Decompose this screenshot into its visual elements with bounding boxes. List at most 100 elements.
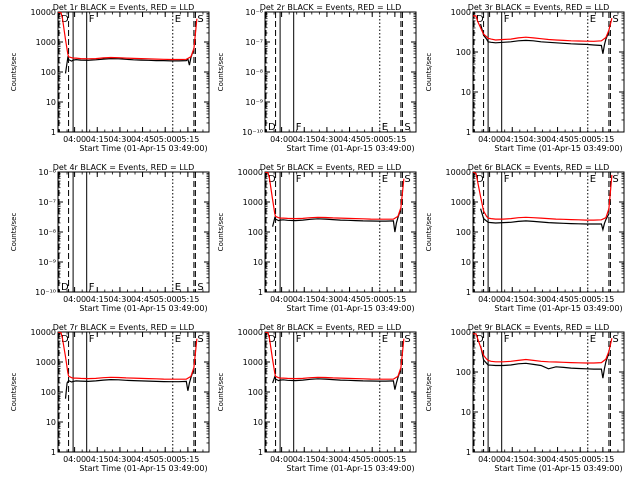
panel-title: Det 5r BLACK = Events, RED = LLD: [260, 163, 402, 172]
event-marker-label: F: [296, 174, 302, 185]
event-marker-label: S: [612, 174, 618, 185]
lld-series-line: [473, 172, 613, 221]
lld-series-line: [473, 333, 613, 364]
x-tick-label: 04:30: [523, 295, 546, 304]
x-tick-label: 05:15: [176, 295, 199, 304]
x-tick-label: 04:15: [86, 455, 109, 464]
y-tick-label: 100: [456, 368, 471, 377]
y-tick-label: 10: [253, 258, 263, 267]
y-tick-label: 10⁻⁶: [245, 8, 263, 17]
event-marker-label: D: [476, 174, 484, 185]
lld-series-line: [265, 332, 405, 380]
x-tick-label: 05:15: [591, 455, 614, 464]
event-marker-label: E: [175, 334, 181, 345]
plot-frame: [264, 171, 417, 293]
event-marker-label: F: [296, 334, 302, 345]
x-tick-label: 04:45: [546, 295, 569, 304]
event-marker-label: S: [612, 14, 618, 25]
y-axis-label: Counts/sec: [217, 373, 225, 412]
x-tick-label: 04:15: [86, 135, 109, 144]
events-series-line: [64, 48, 195, 74]
x-tick-label: 05:00: [154, 135, 177, 144]
x-tick-label: 04:00: [478, 295, 501, 304]
x-tick-label: 04:15: [293, 295, 316, 304]
plot-frame: [57, 171, 210, 293]
x-axis-label: Start Time (01-Apr-15 03:49:00): [494, 464, 622, 473]
x-tick-label: 04:45: [338, 135, 361, 144]
y-tick-label: 100: [456, 48, 471, 57]
event-marker-label: F: [296, 122, 302, 133]
detector-panel: Det 1r BLACK = Events, RED = LLD Counts/s…: [10, 3, 210, 153]
x-tick-label: 04:00: [270, 295, 293, 304]
x-tick-label: 04:00: [63, 295, 86, 304]
event-marker-label: D: [268, 122, 276, 133]
x-tick-label: 04:45: [546, 455, 569, 464]
x-tick-label: 04:00: [478, 135, 501, 144]
y-tick-label: 1: [51, 448, 56, 457]
y-axis-label: Counts/sec: [425, 53, 433, 92]
y-tick-label: 10: [461, 408, 471, 417]
y-tick-label: 1: [51, 128, 56, 137]
y-tick-label: 100: [248, 228, 263, 237]
panel-title: Det 9r BLACK = Events, RED = LLD: [468, 323, 610, 332]
panel-title: Det 7r BLACK = Events, RED = LLD: [53, 323, 195, 332]
detector-panel: Det 2r BLACK = Events, RED = LLD Counts/s…: [217, 3, 417, 153]
event-marker-label: E: [590, 334, 596, 345]
x-tick-label: 05:00: [569, 135, 592, 144]
x-tick-label: 05:15: [591, 295, 614, 304]
x-tick-label: 04:45: [546, 135, 569, 144]
y-tick-label: 10000: [31, 328, 56, 337]
event-marker-label: D: [476, 334, 484, 345]
y-axis-label: Counts/sec: [10, 213, 18, 252]
events-series-line: [480, 345, 610, 379]
y-tick-label: 10⁻¹⁰: [242, 128, 263, 137]
x-tick-label: 04:15: [293, 455, 316, 464]
x-axis-label: Start Time (01-Apr-15 03:49:00): [286, 144, 414, 153]
y-tick-label: 10⁻⁹: [245, 98, 263, 107]
x-tick-label: 04:00: [63, 455, 86, 464]
x-tick-label: 04:15: [501, 295, 524, 304]
y-tick-label: 10: [461, 88, 471, 97]
y-tick-label: 1: [258, 288, 263, 297]
x-tick-label: 05:00: [569, 455, 592, 464]
x-axis-label: Start Time (01-Apr-15 03:49:00): [79, 304, 207, 313]
x-tick-label: 04:30: [315, 135, 338, 144]
detector-panel: Det 7r BLACK = Events, RED = LLD Counts/s…: [10, 323, 210, 473]
event-marker-label: E: [382, 122, 388, 133]
y-tick-label: 1: [258, 448, 263, 457]
event-marker-label: S: [404, 122, 410, 133]
panel-title: Det 1r BLACK = Events, RED = LLD: [53, 3, 195, 12]
y-tick-label: 10000: [238, 168, 263, 177]
x-tick-label: 05:00: [154, 295, 177, 304]
y-tick-label: 1000: [36, 358, 56, 367]
lld-series-line: [473, 15, 613, 42]
event-marker-label: S: [404, 334, 410, 345]
x-tick-label: 05:15: [383, 135, 406, 144]
event-marker-label: F: [504, 334, 510, 345]
y-tick-label: 1: [466, 128, 471, 137]
x-tick-label: 04:45: [338, 295, 361, 304]
x-tick-label: 04:00: [270, 455, 293, 464]
event-marker-label: D: [61, 282, 69, 293]
y-tick-label: 10⁻¹⁰: [35, 288, 56, 297]
x-tick-label: 05:00: [361, 135, 384, 144]
events-series-line: [272, 368, 402, 390]
y-tick-label: 1000: [243, 198, 263, 207]
event-marker-label: F: [89, 282, 95, 293]
detector-panel: Det 3r BLACK = Events, RED = LLD Counts/s…: [425, 3, 625, 153]
y-tick-label: 100: [456, 228, 471, 237]
event-marker-label: E: [382, 334, 388, 345]
x-axis-label: Start Time (01-Apr-15 03:49:00): [286, 304, 414, 313]
x-tick-label: 05:15: [383, 295, 406, 304]
events-series-line: [64, 368, 195, 399]
event-marker-label: E: [175, 14, 181, 25]
y-tick-label: 10: [46, 98, 56, 107]
event-marker-label: F: [504, 174, 510, 185]
plot-frame: [57, 331, 210, 453]
y-tick-label: 10000: [238, 328, 263, 337]
y-axis-label: Counts/sec: [425, 373, 433, 412]
y-tick-label: 1000: [36, 38, 56, 47]
x-tick-label: 04:00: [270, 135, 293, 144]
x-tick-label: 04:30: [315, 295, 338, 304]
